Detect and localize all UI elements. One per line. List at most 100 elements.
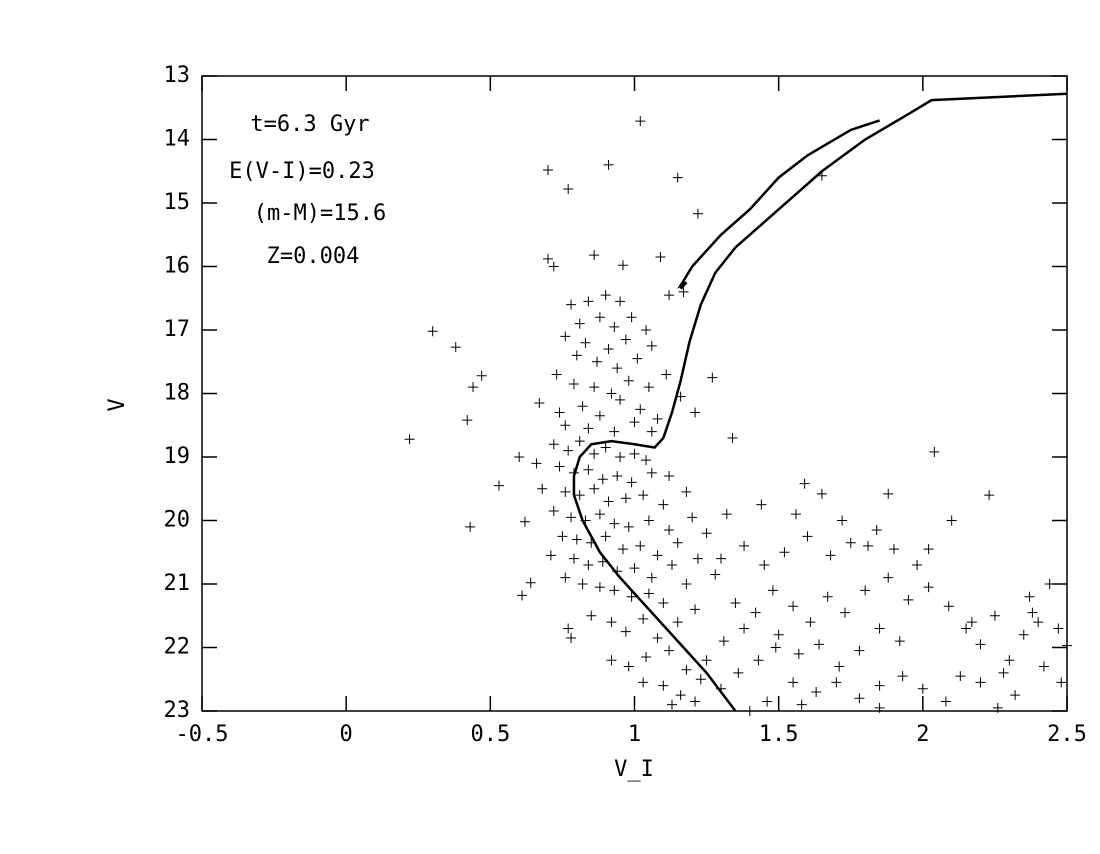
data-point: [664, 645, 675, 656]
data-point: [701, 528, 712, 539]
data-point: [583, 296, 594, 307]
data-point: [594, 509, 605, 520]
data-point: [759, 559, 770, 570]
data-point: [606, 388, 617, 399]
data-point: [566, 632, 577, 643]
data-point: [623, 661, 634, 672]
data-point: [583, 464, 594, 475]
data-point: [597, 556, 608, 567]
data-point: [716, 553, 726, 564]
data-point: [664, 471, 675, 482]
data-point: [779, 547, 790, 558]
data-point: [756, 499, 767, 510]
data-point: [984, 490, 995, 501]
data-point: [695, 674, 706, 685]
data-point: [638, 677, 649, 688]
data-point: [655, 251, 666, 262]
x-tick-label: 1.5: [759, 722, 799, 747]
data-point: [580, 515, 591, 526]
data-point: [580, 337, 591, 348]
data-point: [545, 550, 556, 561]
data-point: [643, 515, 654, 526]
data-point: [476, 370, 487, 381]
data-point: [883, 488, 894, 499]
data-point: [563, 623, 574, 634]
data-point: [534, 398, 545, 409]
data-point: [961, 623, 972, 634]
data-point: [1044, 579, 1055, 589]
data-point: [692, 553, 703, 564]
data-point: [889, 544, 899, 555]
data-point: [834, 661, 845, 672]
data-point: [592, 356, 603, 367]
data-point: [690, 696, 701, 707]
data-point: [583, 423, 594, 434]
data-point: [1018, 629, 1029, 640]
x-tick-label: 1: [628, 722, 641, 747]
data-point: [678, 286, 689, 297]
data-point: [923, 582, 934, 593]
data-point: [1053, 623, 1064, 634]
x-tick-label: 0.5: [470, 722, 510, 747]
data-point: [643, 382, 654, 393]
data-point: [620, 493, 631, 504]
data-point: [574, 318, 585, 329]
data-point: [589, 483, 600, 494]
data-point: [718, 636, 729, 647]
data-point: [574, 436, 585, 447]
data-point: [603, 344, 614, 355]
data-point: [563, 184, 574, 195]
isochrone: [572, 92, 1068, 712]
data-point: [664, 525, 675, 536]
data-point: [566, 299, 577, 310]
annotation: E(V-I)=0.23: [229, 159, 375, 184]
data-point: [615, 296, 626, 307]
data-point: [658, 680, 669, 691]
data-point: [955, 671, 966, 682]
data-point: [929, 446, 940, 457]
data-point: [998, 667, 1009, 678]
data-point: [860, 585, 871, 596]
data-point: [568, 553, 579, 564]
y-tick-label: 19: [164, 444, 191, 469]
data-point: [560, 572, 571, 583]
data-point: [623, 375, 634, 386]
data-point: [597, 474, 608, 485]
data-point: [589, 448, 600, 459]
y-tick-label: 22: [164, 635, 191, 660]
data-point: [822, 591, 833, 602]
data-point: [589, 250, 600, 261]
data-point: [557, 531, 568, 542]
data-point: [537, 483, 548, 494]
data-point: [641, 455, 652, 466]
data-point: [773, 629, 784, 640]
x-tick-label: 2.5: [1047, 722, 1087, 747]
data-point: [638, 613, 649, 624]
y-tick-label: 14: [164, 127, 191, 152]
data-point: [554, 407, 565, 418]
data-point: [1024, 591, 1035, 602]
data-point: [620, 626, 631, 637]
data-point: [793, 648, 804, 659]
data-point: [609, 321, 620, 332]
data-point: [796, 699, 807, 710]
data-point: [690, 407, 701, 418]
data-point: [1062, 640, 1072, 651]
data-point: [450, 342, 461, 353]
data-point: [943, 601, 954, 612]
data-point: [465, 521, 476, 532]
data-point: [874, 702, 885, 713]
y-tick-label: 21: [164, 571, 191, 596]
data-point: [975, 677, 986, 688]
data-point: [687, 512, 698, 523]
data-point: [623, 521, 634, 532]
data-point: [839, 607, 850, 618]
data-point: [802, 531, 813, 542]
data-point: [831, 677, 842, 688]
data-point: [612, 363, 623, 374]
data-point: [571, 534, 582, 545]
data-point: [462, 415, 473, 426]
data-point: [894, 636, 905, 647]
data-point: [603, 159, 614, 170]
